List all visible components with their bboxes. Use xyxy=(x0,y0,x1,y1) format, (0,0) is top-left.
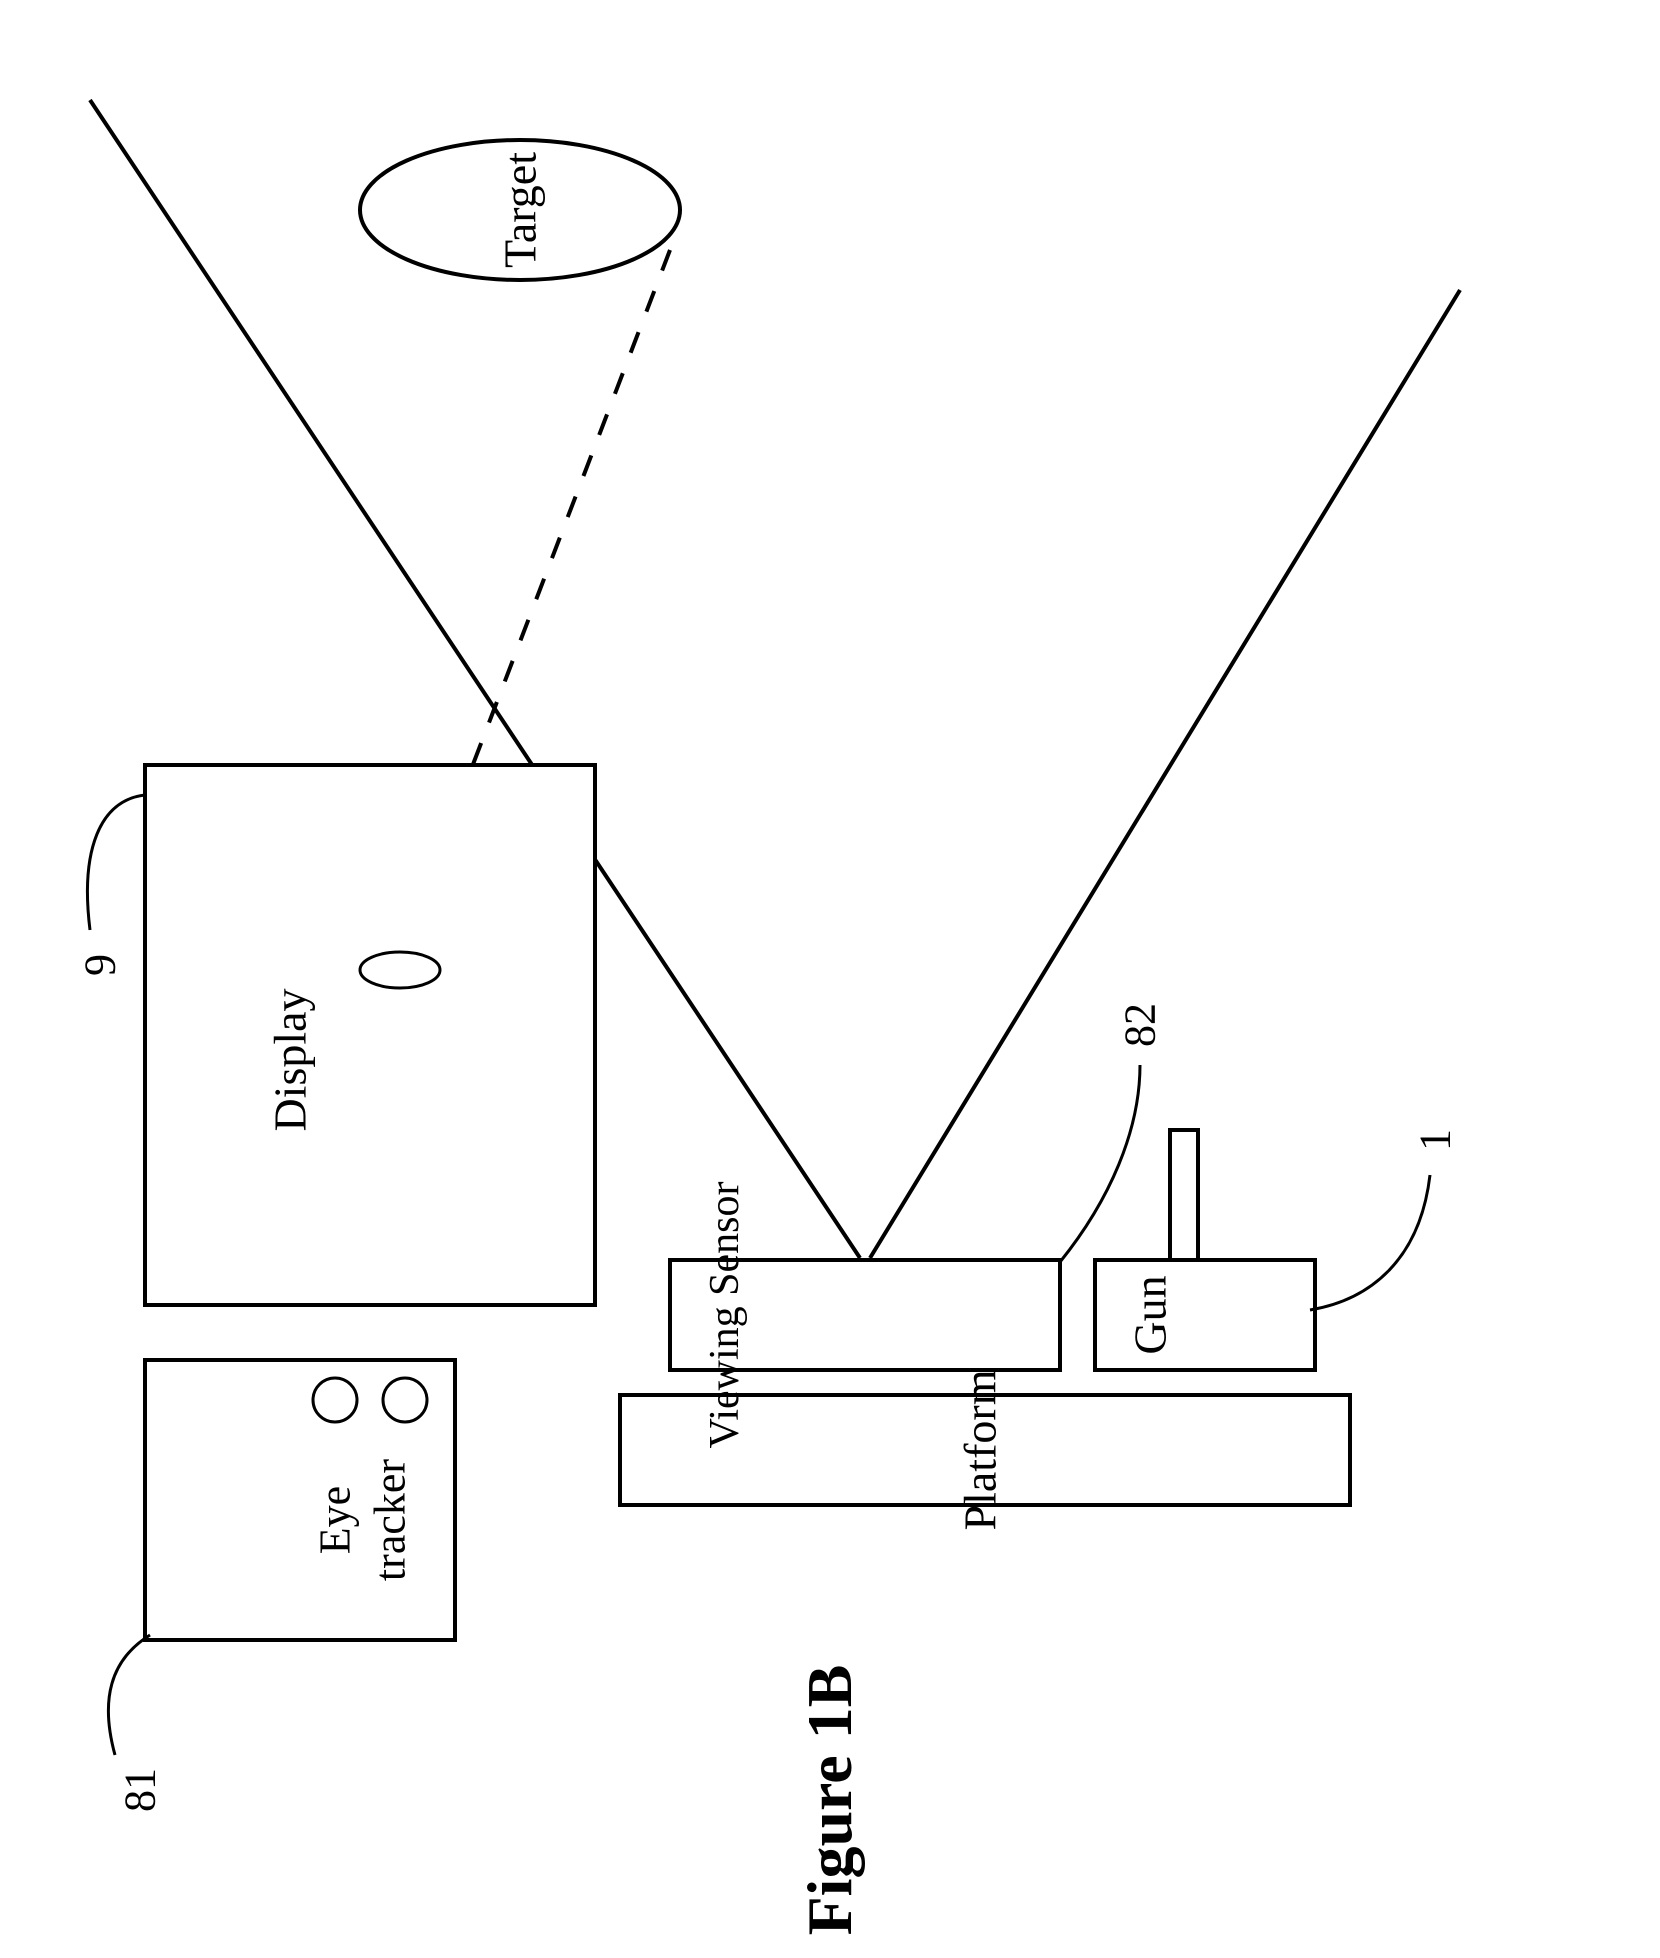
ref-viewing-sensor: 82 xyxy=(1115,1003,1166,1047)
leader-viewing-sensor xyxy=(1060,1065,1140,1262)
display-box xyxy=(145,765,595,1305)
ref-eye-tracker: 81 xyxy=(115,1768,166,1812)
gun-label: Gun xyxy=(1124,1275,1177,1354)
figure-caption: Figure 1B xyxy=(793,1665,867,1936)
leader-display xyxy=(87,795,145,930)
ref-display: 9 xyxy=(75,954,126,976)
gun-barrel xyxy=(1170,1130,1198,1260)
eye-tracker-label-line2: tracker xyxy=(365,1459,416,1581)
eye-tracker-label-line1: Eye xyxy=(310,1486,361,1554)
leader-gun xyxy=(1310,1175,1430,1310)
viewing-sensor-label: Viewing Sensor xyxy=(701,1182,749,1449)
platform-label: Platform xyxy=(954,1370,1007,1531)
fov-line-right xyxy=(870,290,1460,1258)
display-label: Display xyxy=(264,988,317,1131)
target-label: Target xyxy=(494,152,547,268)
leader-eye-tracker xyxy=(108,1635,150,1755)
ref-gun: 1 xyxy=(1410,1129,1461,1151)
